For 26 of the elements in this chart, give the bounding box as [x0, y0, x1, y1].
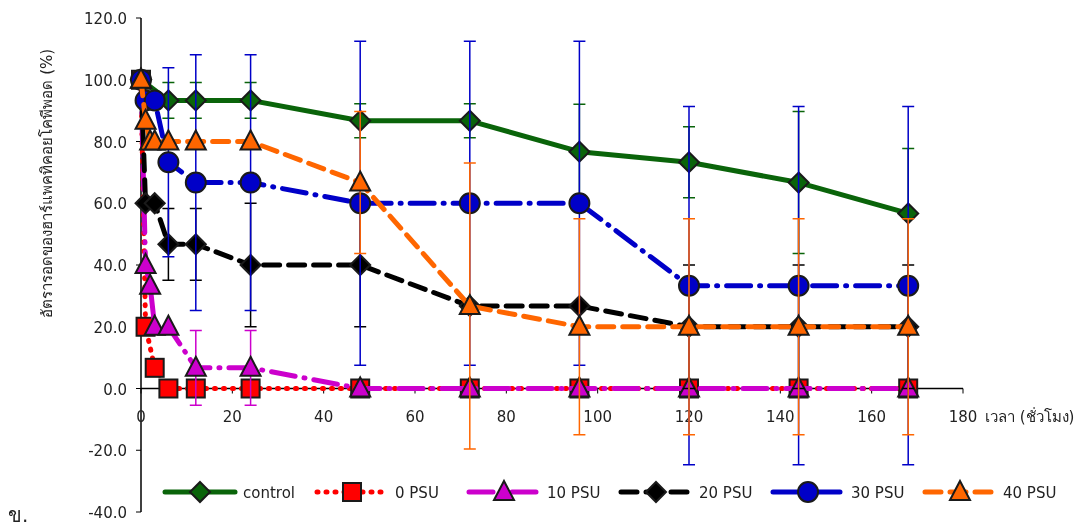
y-tick-label: 20.0 [93, 318, 127, 337]
x-tick-label: 20 [222, 407, 242, 426]
y-tick-label: 60.0 [93, 195, 127, 214]
x-tick-label: 180 [948, 407, 978, 426]
legend-label: 40 PSU [1003, 484, 1057, 502]
x-tick-label: 140 [766, 407, 795, 426]
x-tick-label: 80 [496, 407, 516, 426]
x-axis-title: เวลา (ชั่วโมง) [985, 405, 1075, 426]
legend-label: 0 PSU [395, 484, 439, 502]
legend-label: 30 PSU [851, 484, 905, 502]
x-tick-label: 160 [857, 407, 886, 426]
y-tick-label: 80.0 [93, 133, 127, 152]
y-tick-label: 100.0 [84, 71, 127, 90]
legend-label: control [243, 484, 295, 502]
legend-label: 10 PSU [547, 484, 601, 502]
legend-label: 20 PSU [699, 484, 753, 502]
x-tick-label: 60 [405, 407, 425, 426]
x-tick-label: 40 [314, 407, 334, 426]
y-axis-title: อัตรารอดของฮาร์แพคทิคอยโคพีพอด (%) [38, 48, 56, 318]
y-tick-label: 40.0 [93, 257, 127, 275]
y-tick-label: 120.0 [84, 10, 127, 28]
x-tick-label: 100 [583, 407, 612, 426]
text: ข. [8, 503, 29, 527]
y-tick-label: -40.0 [88, 504, 127, 522]
y-tick-label: 0.0 [103, 380, 127, 399]
y-tick-label: -20.0 [88, 442, 127, 461]
